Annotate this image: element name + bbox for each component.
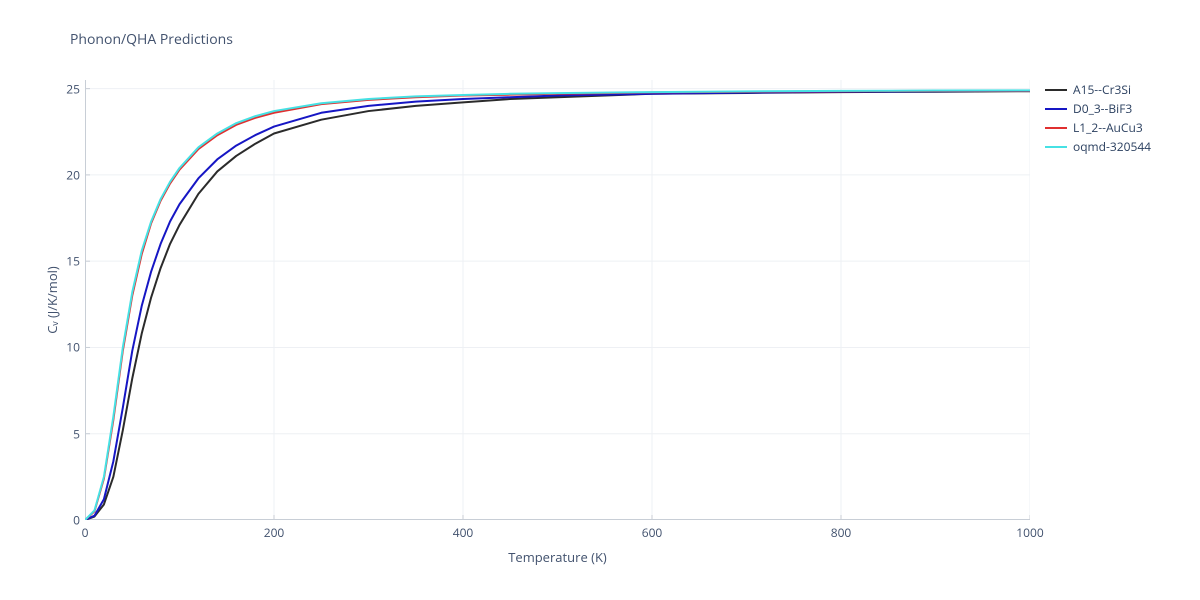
plot-svg (85, 80, 1030, 520)
legend-label: D0_3--BiF3 (1073, 100, 1132, 117)
legend-item[interactable]: D0_3--BiF3 (1045, 99, 1151, 118)
x-tick-label: 800 (831, 524, 852, 541)
x-tick-label: 0 (82, 524, 89, 541)
x-axis-label: Temperature (K) (85, 548, 1030, 566)
legend-label: L1_2--AuCu3 (1073, 119, 1143, 136)
y-axis-label: Cᵥ (J/K/mol) (18, 80, 86, 520)
x-tick-label: 1000 (1016, 524, 1043, 541)
legend-label: A15--Cr3Si (1073, 81, 1131, 98)
x-tick-label: 400 (453, 524, 474, 541)
legend-label: oqmd-320544 (1073, 138, 1151, 155)
legend-item[interactable]: oqmd-320544 (1045, 137, 1151, 156)
chart-title: Phonon/QHA Predictions (70, 30, 233, 49)
y-axis-label-text: Cᵥ (J/K/mol) (43, 266, 61, 334)
x-tick-label: 600 (642, 524, 663, 541)
legend-item[interactable]: L1_2--AuCu3 (1045, 118, 1151, 137)
legend-swatch (1045, 146, 1067, 148)
legend-swatch (1045, 89, 1067, 91)
chart-container: Phonon/QHA Predictions 0 200 400 600 800 1000… (0, 0, 1200, 600)
x-tick-label: 200 (264, 524, 285, 541)
legend-item[interactable]: A15--Cr3Si (1045, 80, 1151, 99)
legend-swatch (1045, 127, 1067, 129)
plot-area (85, 80, 1030, 520)
legend-swatch (1045, 108, 1067, 110)
legend: A15--Cr3Si D0_3--BiF3 L1_2--AuCu3 oqmd-3205… (1045, 80, 1151, 156)
